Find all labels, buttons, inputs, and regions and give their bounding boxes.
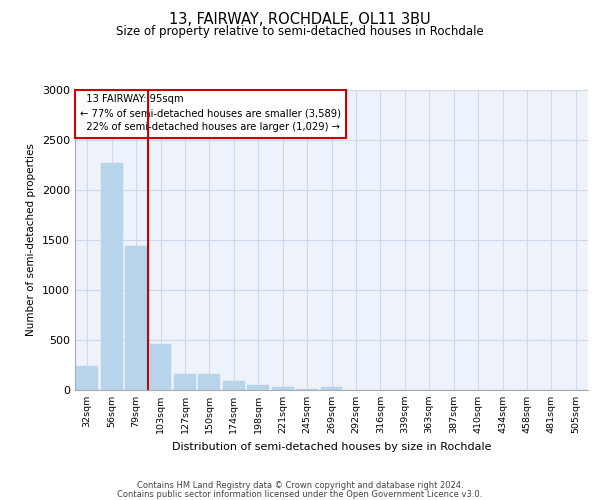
- Bar: [76, 366, 98, 390]
- Text: Contains public sector information licensed under the Open Government Licence v3: Contains public sector information licen…: [118, 490, 482, 499]
- Bar: [320, 387, 343, 390]
- Bar: [149, 344, 172, 390]
- Bar: [174, 374, 196, 390]
- Bar: [272, 387, 293, 390]
- Bar: [223, 381, 245, 390]
- Bar: [247, 384, 269, 390]
- Bar: [101, 163, 122, 390]
- Y-axis label: Number of semi-detached properties: Number of semi-detached properties: [26, 144, 37, 336]
- Text: Size of property relative to semi-detached houses in Rochdale: Size of property relative to semi-detach…: [116, 25, 484, 38]
- Bar: [199, 374, 220, 390]
- Text: 13, FAIRWAY, ROCHDALE, OL11 3BU: 13, FAIRWAY, ROCHDALE, OL11 3BU: [169, 12, 431, 28]
- Text: 13 FAIRWAY: 95sqm
← 77% of semi-detached houses are smaller (3,589)
  22% of sem: 13 FAIRWAY: 95sqm ← 77% of semi-detached…: [80, 94, 341, 132]
- Bar: [125, 246, 147, 390]
- X-axis label: Distribution of semi-detached houses by size in Rochdale: Distribution of semi-detached houses by …: [172, 442, 491, 452]
- Bar: [296, 388, 318, 390]
- Text: Contains HM Land Registry data © Crown copyright and database right 2024.: Contains HM Land Registry data © Crown c…: [137, 481, 463, 490]
